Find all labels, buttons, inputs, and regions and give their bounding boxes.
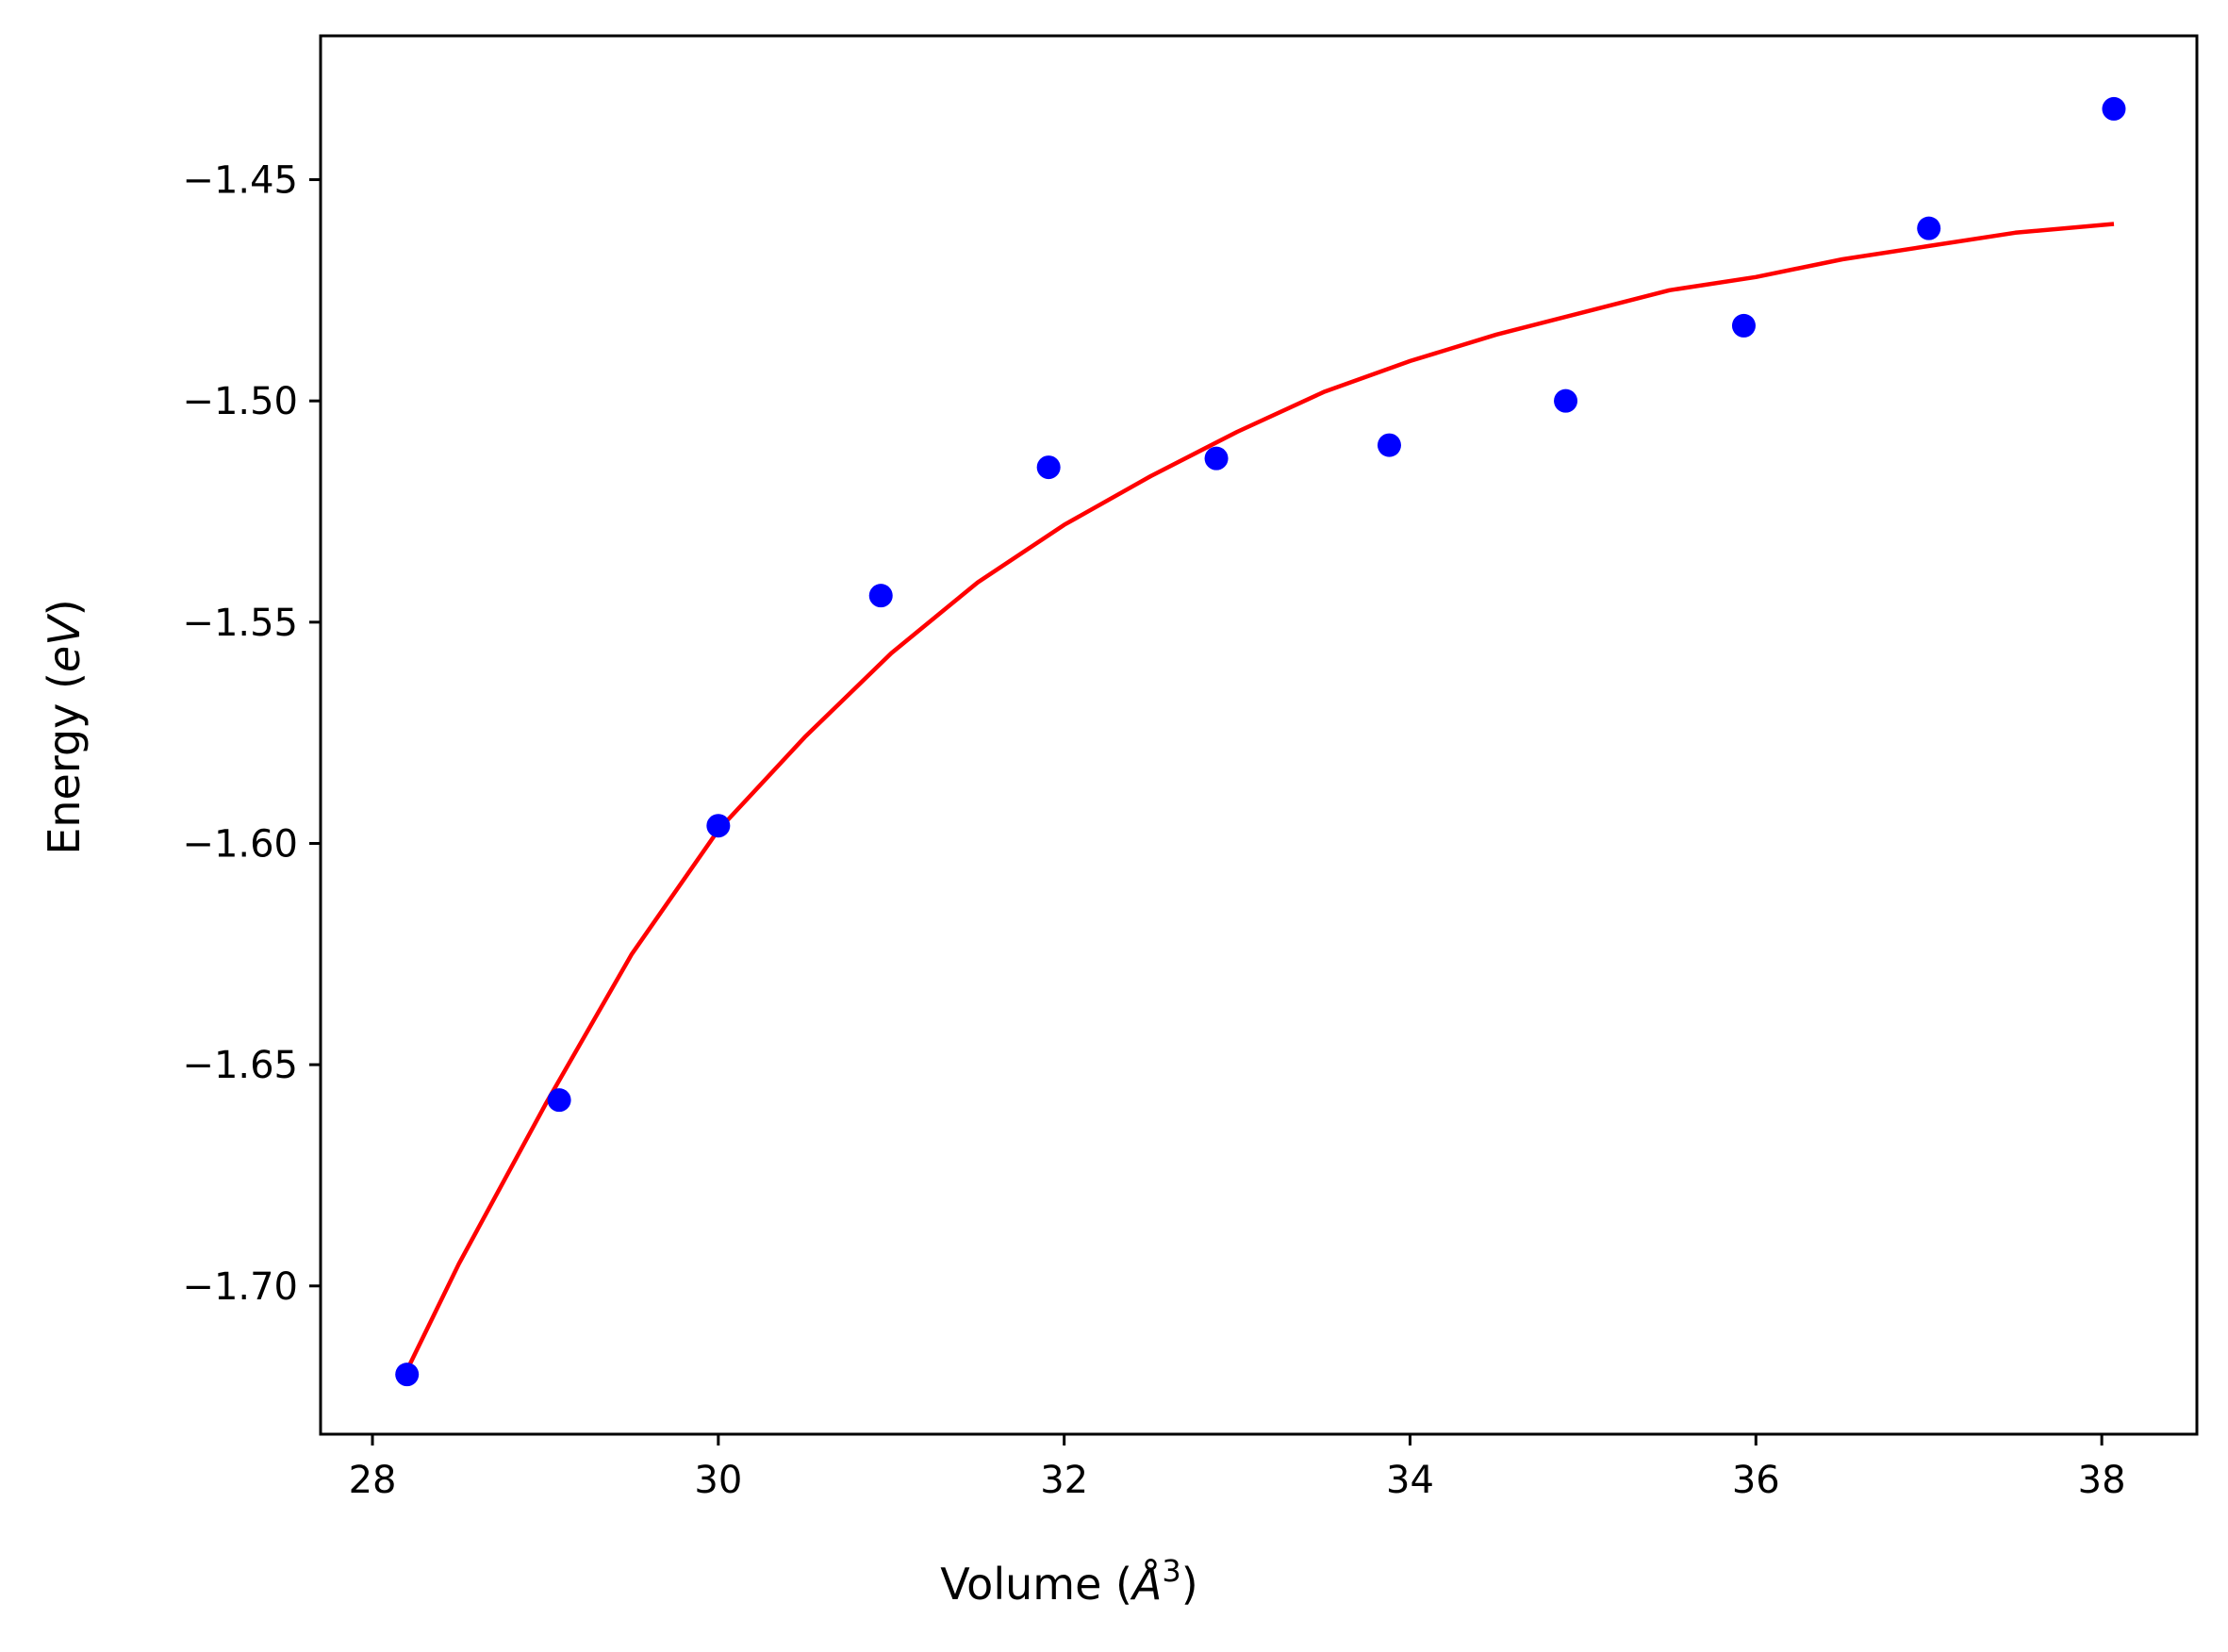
data-point	[1036, 455, 1061, 480]
x-axis-ticks: 28 30 32 34 36 38	[349, 1434, 2126, 1502]
plot-layer	[395, 96, 2126, 1387]
data-point	[1917, 216, 1941, 240]
data-point	[1204, 446, 1229, 471]
x-tick-label: 36	[1732, 1459, 1780, 1502]
data-point	[1731, 313, 1756, 338]
axes-frame	[319, 34, 2199, 1436]
y-tick-label: −1.50	[182, 380, 298, 423]
y-tick-label: −1.65	[182, 1044, 298, 1087]
x-tick-label: 28	[349, 1459, 397, 1502]
x-tick-label: 32	[1040, 1459, 1088, 1502]
x-tick-label: 38	[2078, 1459, 2126, 1502]
data-point	[1554, 388, 1578, 413]
y-tick-label: −1.70	[182, 1265, 298, 1309]
data-point	[395, 1363, 420, 1387]
x-axis-label: Volume (Å3)	[940, 1553, 1197, 1610]
fit-curve	[404, 222, 2115, 1371]
y-axis-ticks: −1.70 −1.65 −1.60 −1.55 −1.50 −1.45	[182, 159, 321, 1309]
y-axis-label: Energy (eV)	[39, 599, 90, 854]
x-tick-label: 34	[1386, 1459, 1434, 1502]
data-point	[547, 1088, 571, 1113]
x-tick-label: 30	[694, 1459, 742, 1502]
data-point	[1377, 433, 1401, 457]
y-tick-label: −1.45	[182, 159, 298, 203]
data-point	[2102, 96, 2126, 121]
data-point	[706, 814, 731, 838]
y-tick-label: −1.60	[182, 822, 298, 866]
y-tick-label: −1.55	[182, 602, 298, 645]
data-point	[868, 584, 893, 608]
